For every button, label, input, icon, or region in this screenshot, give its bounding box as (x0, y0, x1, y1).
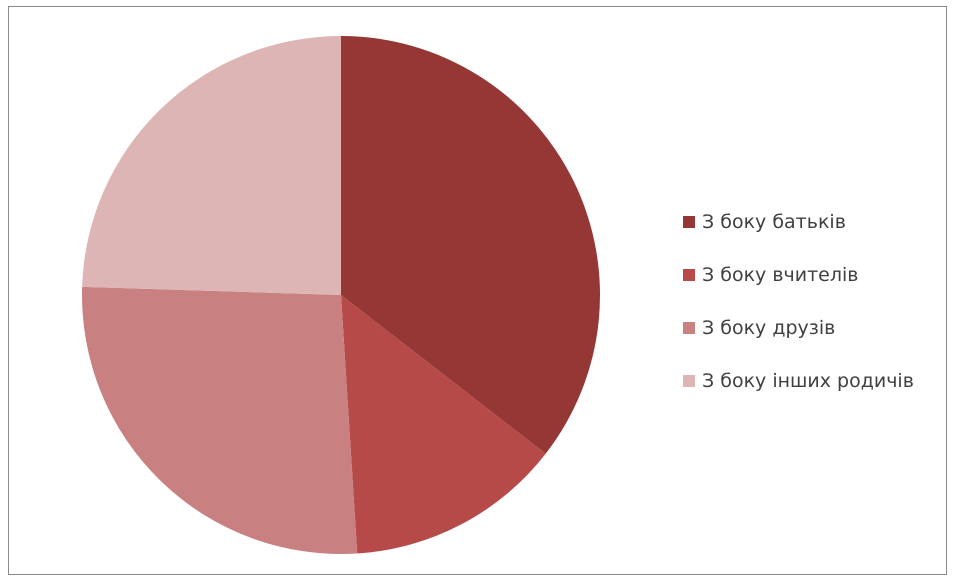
legend: З боку батьків З боку вчителів З боку др… (683, 209, 914, 421)
legend-label-other-relatives: З боку інших родичів (702, 370, 914, 392)
legend-label-teachers: З боку вчителів (702, 264, 859, 286)
legend-label-friends: З боку друзів (702, 317, 836, 339)
legend-swatch-parents (683, 216, 695, 228)
legend-swatch-other-relatives (683, 375, 695, 387)
pie-slice-other-relatives (82, 36, 341, 295)
pie-slice-teachers (341, 295, 546, 554)
legend-swatch-friends (683, 322, 695, 334)
legend-label-parents: З боку батьків (702, 211, 846, 233)
chart-area: З боку батьків З боку вчителів З боку др… (8, 6, 947, 575)
pie-slice-friends (81, 286, 358, 554)
legend-item-teachers: З боку вчителів (683, 262, 914, 288)
pie-slice-parents (341, 36, 600, 454)
pie-chart (81, 36, 600, 554)
legend-item-other-relatives: З боку інших родичів (683, 368, 914, 394)
legend-swatch-teachers (683, 269, 695, 281)
legend-item-parents: З боку батьків (683, 209, 914, 235)
legend-item-friends: З боку друзів (683, 315, 914, 341)
